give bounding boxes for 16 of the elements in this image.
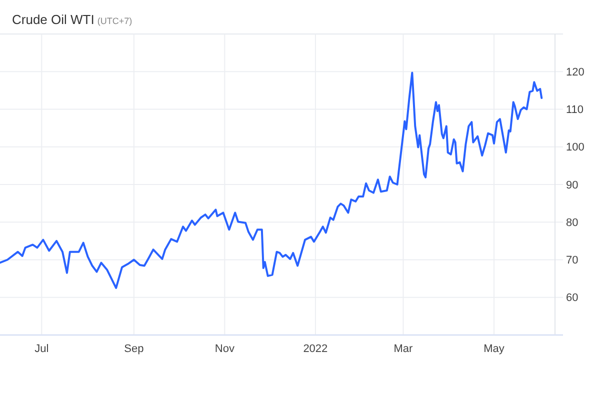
line-series <box>0 72 543 289</box>
y-tick-label: 100 <box>566 142 584 154</box>
y-tick-label: 110 <box>566 104 584 116</box>
y-tick-label: 90 <box>566 179 578 192</box>
x-tick-label: Sep <box>124 343 144 355</box>
x-tick-label: Jul <box>34 343 49 355</box>
y-tick-label: 60 <box>566 292 578 304</box>
x-tick-label: Nov <box>214 343 235 355</box>
chart-subtitle: (UTC+7) <box>97 16 132 26</box>
y-tick-label: 120 <box>566 66 584 78</box>
y-tick-label: 70 <box>566 254 578 267</box>
x-tick-label: May <box>484 343 505 355</box>
y-tick-label: 80 <box>566 216 578 229</box>
chart-title: Crude Oil WTI <box>12 12 94 27</box>
x-tick-label: 2022 <box>303 343 328 355</box>
x-tick-label: Mar <box>394 343 414 355</box>
